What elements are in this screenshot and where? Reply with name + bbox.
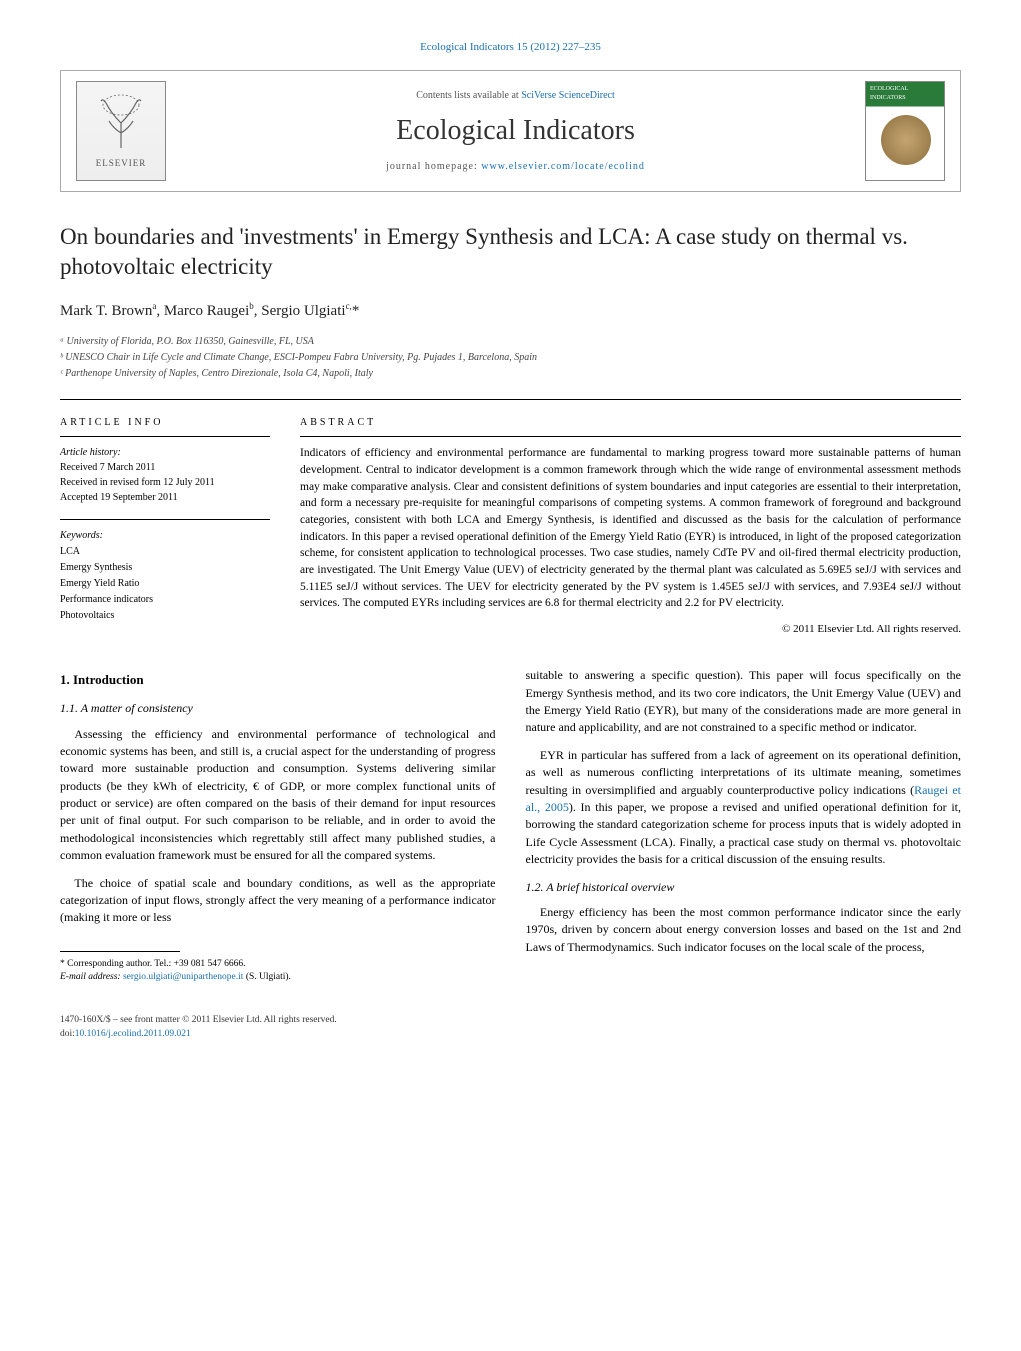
body-paragraph-5: Energy efficiency has been the most comm… xyxy=(526,904,962,956)
section-1-2-heading: 1.2. A brief historical overview xyxy=(526,879,962,896)
journal-homepage-line: journal homepage: www.elsevier.com/locat… xyxy=(181,160,850,174)
footer-doi-line: doi:10.1016/j.ecolind.2011.09.021 xyxy=(60,1028,961,1041)
doi-link[interactable]: 10.1016/j.ecolind.2011.09.021 xyxy=(75,1029,191,1039)
journal-cover-thumbnail: ECOLOGICAL INDICATORS xyxy=(865,81,945,181)
abstract-column: abstract Indicators of efficiency and en… xyxy=(300,416,961,637)
footer-issn-line: 1470-160X/$ – see front matter © 2011 El… xyxy=(60,1014,961,1027)
elsevier-tree-icon xyxy=(91,93,151,153)
history-label: Article history: xyxy=(60,445,270,460)
corr-author-email-link[interactable]: sergio.ulgiati@uniparthenope.it xyxy=(123,972,243,982)
abstract-copyright: © 2011 Elsevier Ltd. All rights reserved… xyxy=(300,622,961,637)
homepage-prefix: journal homepage: xyxy=(386,161,481,172)
email-label: E-mail address: xyxy=(60,972,123,982)
email-suffix: (S. Ulgiati). xyxy=(243,972,291,982)
history-revised: Received in revised form 12 July 2011 xyxy=(60,475,270,490)
abstract-text: Indicators of efficiency and environment… xyxy=(300,445,961,612)
author-list: Mark T. Browna, Marco Raugeib, Sergio Ul… xyxy=(60,300,961,322)
affiliation-b: ᵇ UNESCO Chair in Life Cycle and Climate… xyxy=(60,350,961,365)
body-paragraph-4: EYR in particular has suffered from a la… xyxy=(526,747,962,869)
publisher-logo: ELSEVIER xyxy=(76,81,166,181)
journal-name: Ecological Indicators xyxy=(181,111,850,150)
article-info-header: article info xyxy=(60,416,270,437)
journal-header-box: ELSEVIER Contents lists available at Sci… xyxy=(60,70,961,192)
info-abstract-row: article info Article history: Received 7… xyxy=(60,399,961,637)
contents-available-line: Contents lists available at SciVerse Sci… xyxy=(181,89,850,103)
keyword-4: Performance indicators xyxy=(60,592,270,608)
keyword-5: Photovoltaics xyxy=(60,608,270,624)
keyword-1: LCA xyxy=(60,544,270,560)
abstract-header: abstract xyxy=(300,416,961,437)
contents-prefix: Contents lists available at xyxy=(416,90,521,101)
article-title: On boundaries and 'investments' in Emerg… xyxy=(60,222,961,282)
corr-author-email-line: E-mail address: sergio.ulgiati@uniparthe… xyxy=(60,971,496,984)
keywords-block: Keywords: LCA Emergy Synthesis Emergy Yi… xyxy=(60,519,270,624)
history-received: Received 7 March 2011 xyxy=(60,460,270,475)
p4-post: ). In this paper, we propose a revised a… xyxy=(526,800,962,866)
corr-author-tel: * Corresponding author. Tel.: +39 081 54… xyxy=(60,958,496,971)
keyword-3: Emergy Yield Ratio xyxy=(60,576,270,592)
journal-citation: Ecological Indicators 15 (2012) 227–235 xyxy=(60,40,961,55)
affiliation-a: ᵃ University of Florida, P.O. Box 116350… xyxy=(60,334,961,349)
body-paragraph-2: The choice of spatial scale and boundary… xyxy=(60,875,496,927)
page-footer: 1470-160X/$ – see front matter © 2011 El… xyxy=(60,1014,961,1041)
footnote-separator xyxy=(60,951,180,952)
history-accepted: Accepted 19 September 2011 xyxy=(60,490,270,505)
corresponding-author-footnote: * Corresponding author. Tel.: +39 081 54… xyxy=(60,958,496,985)
p4-pre: EYR in particular has suffered from a la… xyxy=(526,748,962,797)
doi-prefix: doi: xyxy=(60,1029,75,1039)
section-1-1-heading: 1.1. A matter of consistency xyxy=(60,700,496,717)
article-info-column: article info Article history: Received 7… xyxy=(60,416,270,637)
journal-homepage-link[interactable]: www.elsevier.com/locate/ecolind xyxy=(481,161,645,172)
cover-thumbnail-title: ECOLOGICAL INDICATORS xyxy=(870,85,944,102)
sciencedirect-link[interactable]: SciVerse ScienceDirect xyxy=(521,90,615,101)
keywords-label: Keywords: xyxy=(60,528,270,544)
journal-citation-link[interactable]: Ecological Indicators 15 (2012) 227–235 xyxy=(420,41,601,53)
body-paragraph-1: Assessing the efficiency and environment… xyxy=(60,726,496,865)
affiliations: ᵃ University of Florida, P.O. Box 116350… xyxy=(60,334,961,381)
section-1-heading: 1. Introduction xyxy=(60,671,496,690)
body-paragraph-3: suitable to answering a specific questio… xyxy=(526,667,962,737)
article-history-block: Article history: Received 7 March 2011 R… xyxy=(60,445,270,505)
keyword-2: Emergy Synthesis xyxy=(60,560,270,576)
publisher-name: ELSEVIER xyxy=(96,157,147,170)
journal-header-center: Contents lists available at SciVerse Sci… xyxy=(181,89,850,174)
article-body: 1. Introduction 1.1. A matter of consist… xyxy=(60,667,961,984)
affiliation-c: ᶜ Parthenope University of Naples, Centr… xyxy=(60,366,961,381)
